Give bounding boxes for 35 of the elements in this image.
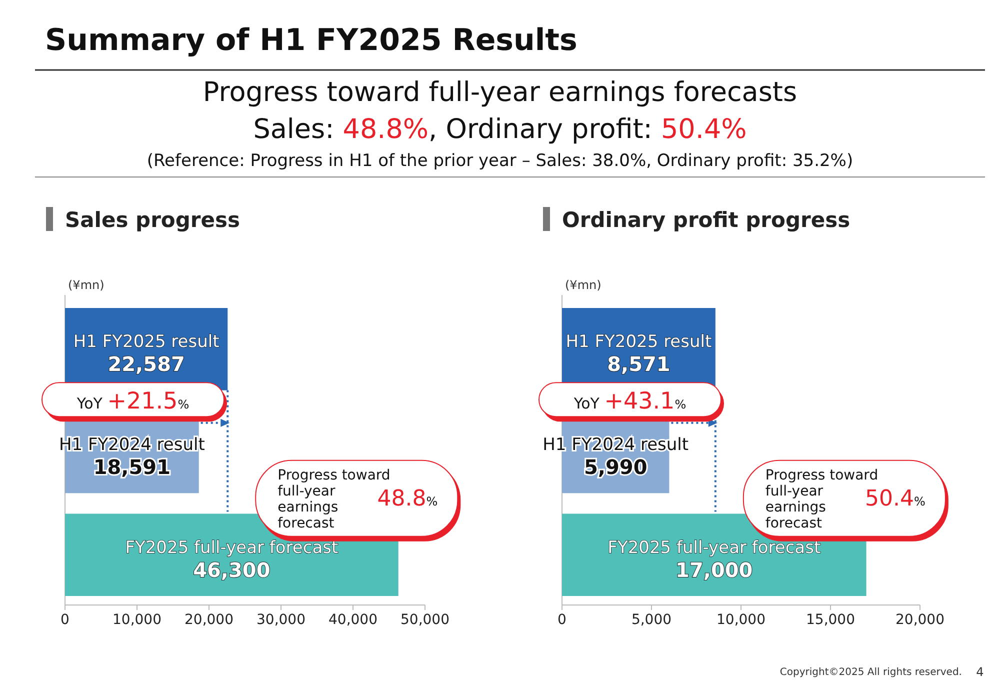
text: 4	[976, 665, 984, 679]
y-tick-label: H1 FY2025 result	[73, 332, 220, 352]
annotation: YoY +21.5%	[76, 388, 190, 415]
x-tick-label: 40,000	[328, 612, 378, 628]
data-label: 18,591	[93, 455, 171, 479]
text: Progress toward full-year earnings forecast 50.4%	[765, 467, 926, 532]
data-label: 5,990	[584, 455, 648, 479]
text: Summary of H1 FY2025 Results	[45, 23, 578, 58]
x-tick-label: 20,000	[184, 612, 234, 628]
data-label: 22,587	[108, 352, 185, 376]
x-tick-label: 20,000	[896, 612, 944, 628]
x-axis-title: (¥mn)	[68, 278, 104, 292]
chart-title: Sales progress	[65, 208, 240, 232]
text: Progress toward full-year earnings forecasts	[202, 77, 798, 108]
data-label: 17,000	[676, 558, 753, 582]
x-tick-label: 10,000	[112, 612, 162, 628]
x-tick-label: 30,000	[256, 612, 306, 628]
x-tick-label: 10,000	[716, 612, 766, 628]
y-tick-label: FY2025 full-year forecast	[608, 538, 821, 558]
x-tick-label: 0	[558, 612, 566, 628]
x-tick-label: 0	[60, 612, 70, 628]
text: Sales: 48.8%, Ordinary profit: 50.4%	[253, 114, 747, 145]
x-tick-label: 15,000	[806, 612, 855, 628]
text: Progress toward full-year earnings forecast 48.8%	[278, 467, 438, 532]
data-label: 8,571	[607, 352, 670, 376]
y-tick-label: FY2025 full-year forecast	[125, 538, 338, 558]
y-tick-label: H1 FY2025 result	[566, 332, 712, 352]
chart-title: Ordinary profit progress	[562, 208, 850, 232]
x-tick-label: 5,000	[631, 612, 672, 628]
data-label: 46,300	[193, 558, 270, 582]
text: Copyright©2025 All rights reserved.	[780, 667, 962, 678]
text: (Reference: Progress in H1 of the prior year – Sales: 38.0%, Ordinary profit: 35.2%)	[146, 151, 854, 171]
annotation: YoY +43.1%	[572, 388, 686, 415]
x-axis-title: (¥mn)	[565, 278, 602, 292]
x-tick-label: 50,000	[400, 612, 450, 628]
